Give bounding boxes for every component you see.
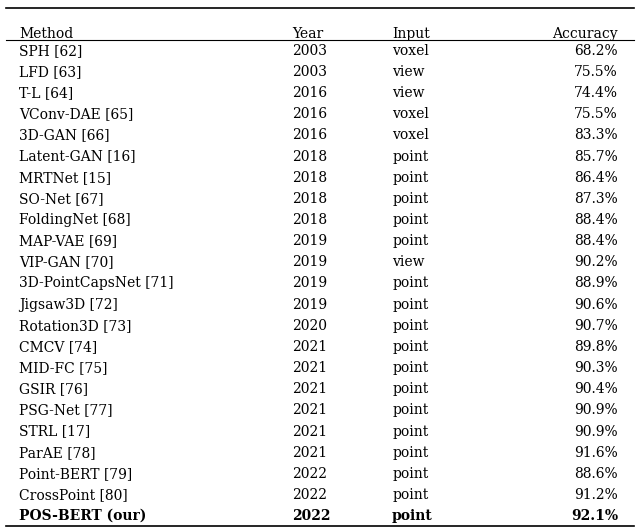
Text: 2022: 2022 (292, 467, 327, 481)
Text: ParAE [78]: ParAE [78] (19, 446, 95, 460)
Text: MRTNet [15]: MRTNet [15] (19, 170, 111, 185)
Text: point: point (392, 404, 428, 417)
Text: 90.7%: 90.7% (574, 319, 618, 333)
Text: PSG-Net [77]: PSG-Net [77] (19, 404, 113, 417)
Text: 2019: 2019 (292, 234, 327, 248)
Text: 90.9%: 90.9% (574, 425, 618, 439)
Text: 91.2%: 91.2% (574, 488, 618, 502)
Text: 2016: 2016 (292, 86, 327, 100)
Text: 88.4%: 88.4% (574, 234, 618, 248)
Text: 90.2%: 90.2% (574, 255, 618, 269)
Text: Point-BERT [79]: Point-BERT [79] (19, 467, 132, 481)
Text: FoldingNet [68]: FoldingNet [68] (19, 213, 131, 227)
Text: 2019: 2019 (292, 277, 327, 290)
Text: POS-BERT (our): POS-BERT (our) (19, 509, 147, 523)
Text: 83.3%: 83.3% (574, 129, 618, 142)
Text: point: point (392, 234, 428, 248)
Text: voxel: voxel (392, 107, 429, 121)
Text: 90.4%: 90.4% (574, 382, 618, 396)
Text: 90.9%: 90.9% (574, 404, 618, 417)
Text: point: point (392, 150, 428, 164)
Text: LFD [63]: LFD [63] (19, 65, 81, 79)
Text: 2020: 2020 (292, 319, 327, 333)
Text: MAP-VAE [69]: MAP-VAE [69] (19, 234, 117, 248)
Text: Accuracy: Accuracy (552, 27, 618, 41)
Text: 90.3%: 90.3% (574, 361, 618, 375)
Text: 2021: 2021 (292, 404, 327, 417)
Text: 91.6%: 91.6% (574, 446, 618, 460)
Text: 2003: 2003 (292, 65, 327, 79)
Text: MID-FC [75]: MID-FC [75] (19, 361, 108, 375)
Text: 2021: 2021 (292, 446, 327, 460)
Text: 2022: 2022 (292, 509, 330, 523)
Text: view: view (392, 65, 424, 79)
Text: view: view (392, 86, 424, 100)
Text: 2021: 2021 (292, 361, 327, 375)
Text: point: point (392, 509, 433, 523)
Text: T-L [64]: T-L [64] (19, 86, 73, 100)
Text: 89.8%: 89.8% (574, 340, 618, 354)
Text: point: point (392, 488, 428, 502)
Text: 2019: 2019 (292, 255, 327, 269)
Text: 3D-PointCapsNet [71]: 3D-PointCapsNet [71] (19, 277, 173, 290)
Text: 87.3%: 87.3% (574, 192, 618, 206)
Text: GSIR [76]: GSIR [76] (19, 382, 88, 396)
Text: 85.7%: 85.7% (574, 150, 618, 164)
Text: point: point (392, 213, 428, 227)
Text: voxel: voxel (392, 44, 429, 58)
Text: Input: Input (392, 27, 430, 41)
Text: 2018: 2018 (292, 150, 327, 164)
Text: 86.4%: 86.4% (574, 170, 618, 185)
Text: SO-Net [67]: SO-Net [67] (19, 192, 104, 206)
Text: 88.4%: 88.4% (574, 213, 618, 227)
Text: 2019: 2019 (292, 298, 327, 312)
Text: VConv-DAE [65]: VConv-DAE [65] (19, 107, 133, 121)
Text: 2016: 2016 (292, 107, 327, 121)
Text: 88.9%: 88.9% (574, 277, 618, 290)
Text: point: point (392, 382, 428, 396)
Text: 2018: 2018 (292, 170, 327, 185)
Text: 2021: 2021 (292, 382, 327, 396)
Text: 3D-GAN [66]: 3D-GAN [66] (19, 129, 109, 142)
Text: 2018: 2018 (292, 192, 327, 206)
Text: 74.4%: 74.4% (574, 86, 618, 100)
Text: point: point (392, 467, 428, 481)
Text: point: point (392, 319, 428, 333)
Text: 75.5%: 75.5% (574, 107, 618, 121)
Text: 90.6%: 90.6% (574, 298, 618, 312)
Text: 68.2%: 68.2% (574, 44, 618, 58)
Text: 2018: 2018 (292, 213, 327, 227)
Text: STRL [17]: STRL [17] (19, 425, 90, 439)
Text: 92.1%: 92.1% (571, 509, 618, 523)
Text: Latent-GAN [16]: Latent-GAN [16] (19, 150, 136, 164)
Text: point: point (392, 340, 428, 354)
Text: 2022: 2022 (292, 488, 327, 502)
Text: 2016: 2016 (292, 129, 327, 142)
Text: voxel: voxel (392, 129, 429, 142)
Text: point: point (392, 298, 428, 312)
Text: 88.6%: 88.6% (574, 467, 618, 481)
Text: 75.5%: 75.5% (574, 65, 618, 79)
Text: 2021: 2021 (292, 340, 327, 354)
Text: 2021: 2021 (292, 425, 327, 439)
Text: view: view (392, 255, 424, 269)
Text: Year: Year (292, 27, 323, 41)
Text: VIP-GAN [70]: VIP-GAN [70] (19, 255, 113, 269)
Text: point: point (392, 277, 428, 290)
Text: CMCV [74]: CMCV [74] (19, 340, 97, 354)
Text: point: point (392, 425, 428, 439)
Text: Jigsaw3D [72]: Jigsaw3D [72] (19, 298, 118, 312)
Text: Rotation3D [73]: Rotation3D [73] (19, 319, 131, 333)
Text: point: point (392, 361, 428, 375)
Text: SPH [62]: SPH [62] (19, 44, 83, 58)
Text: point: point (392, 446, 428, 460)
Text: point: point (392, 170, 428, 185)
Text: point: point (392, 192, 428, 206)
Text: Method: Method (19, 27, 73, 41)
Text: 2003: 2003 (292, 44, 327, 58)
Text: CrossPoint [80]: CrossPoint [80] (19, 488, 128, 502)
